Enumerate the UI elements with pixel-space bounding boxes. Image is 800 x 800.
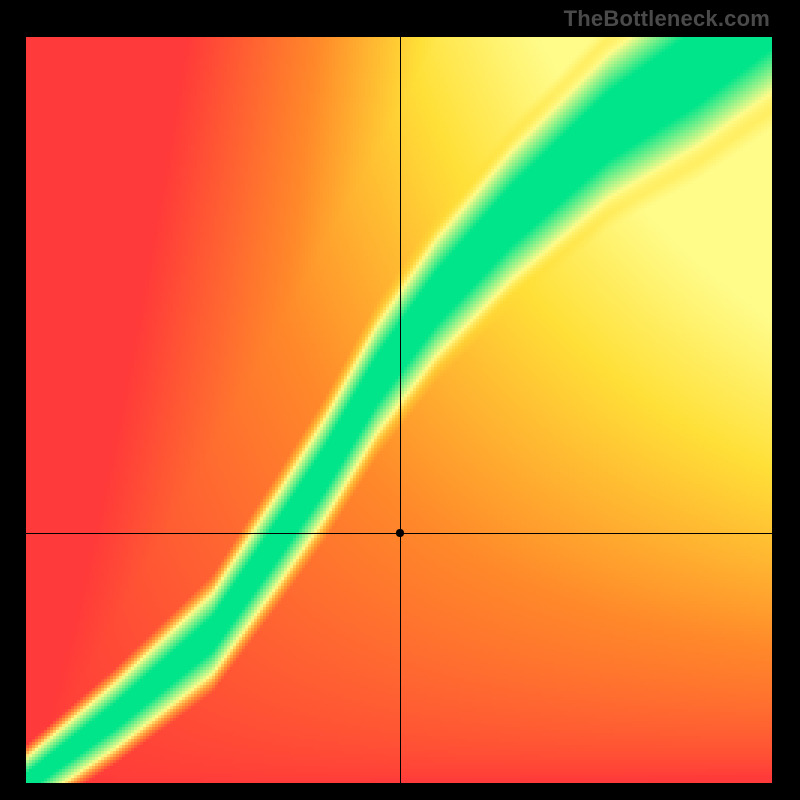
watermark: TheBottleneck.com [564,6,770,32]
heatmap-container: TheBottleneck.com [0,0,800,800]
bottleneck-heatmap [26,37,772,783]
